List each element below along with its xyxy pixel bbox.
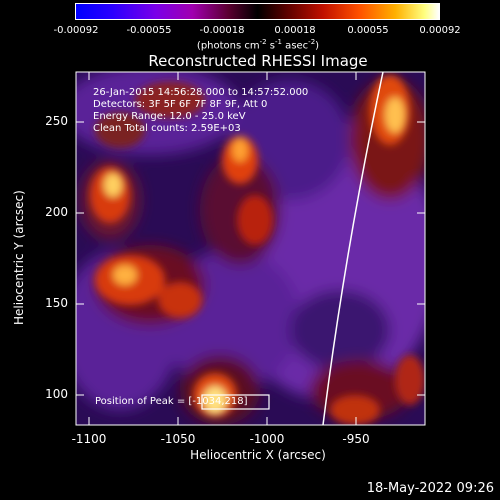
x-axis-label: Heliocentric X (arcsec) [190,448,326,462]
info-energy-range: Energy Range: 12.0 - 25.0 keV [93,111,246,122]
y-axis-label: Heliocentric Y (arcsec) [12,190,26,325]
colorbar-tick: -0.00055 [126,25,172,36]
colorbar-tick: -0.00018 [199,25,245,36]
peak-marker-box [201,394,270,410]
solar-limb-line [322,72,384,425]
y-tick-label: 100 [45,387,68,401]
x-tick-label: -950 [342,432,370,446]
colorbar [75,3,440,20]
x-tick-label: -1000 [249,432,285,446]
plot-timestamp: 18-May-2022 09:26 [366,481,494,496]
info-time-range: 26-Jan-2015 14:56:28.000 to 14:57:52.000 [93,87,309,98]
colorbar-tick: 0.00018 [274,25,316,36]
colorbar-tick: 0.00055 [347,25,389,36]
info-total-counts: Clean Total counts: 2.59E+03 [93,123,241,134]
x-tick-label: -1050 [160,432,196,446]
peak-position-label: Position of Peak = [-1034,218] [95,396,248,407]
colorbar-units: (photons cm-2 s-1 asec-2) [196,38,320,52]
axis-ticks [76,72,425,425]
colorbar-tick: 0.00092 [419,25,461,36]
y-tick-label: 200 [45,205,68,219]
emission-hotspots [90,75,425,425]
info-detectors: Detectors: 3F 5F 6F 7F 8F 9F, Att 0 [93,99,268,110]
y-tick-label: 250 [45,114,68,128]
image-title: Reconstructed RHESSI Image [148,52,368,70]
plot-frame [75,71,426,426]
x-tick-label: -1100 [71,432,107,446]
y-tick-label: 150 [45,296,68,310]
colorbar-tick: -0.00092 [53,25,99,36]
